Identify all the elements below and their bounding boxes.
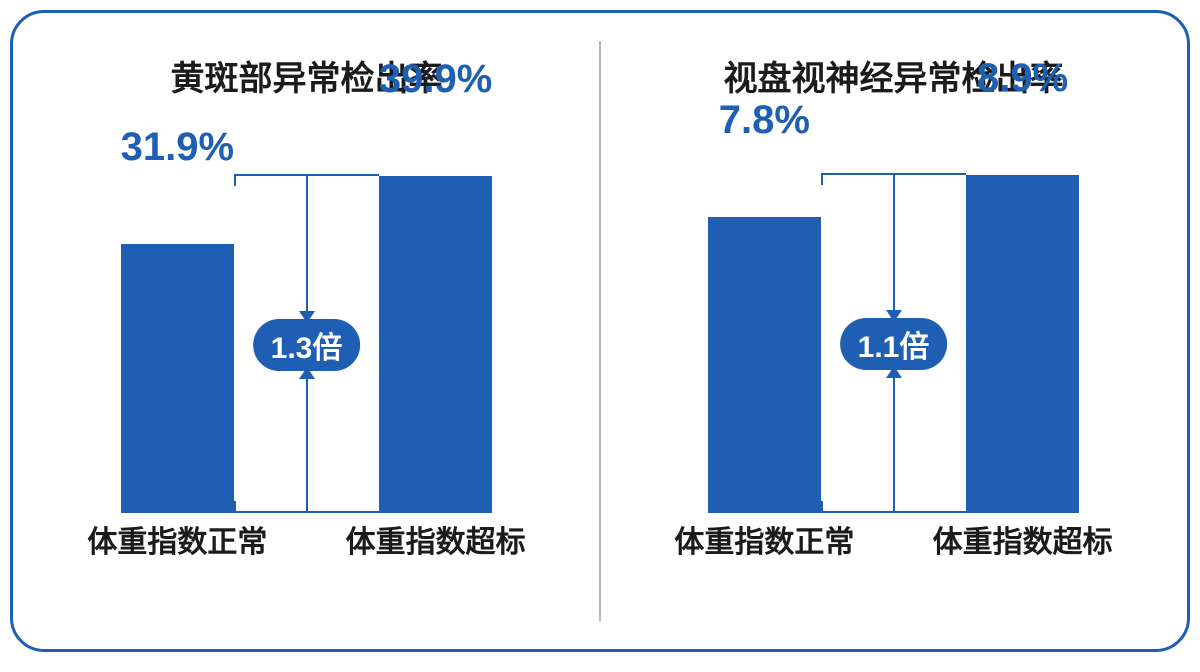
bar: 7.8% (708, 217, 822, 513)
chart-area: 31.9%体重指数正常 39.9%体重指数超标 1.3倍 (48, 133, 565, 573)
arrow-up-icon (306, 367, 308, 513)
span-cap (234, 501, 236, 513)
span-cap (234, 174, 236, 186)
right-panel: 视盘视神经异常检出率 7.8%体重指数正常8.9%体重指数超标1.1倍 (600, 13, 1187, 649)
left-panel: 黄斑部异常检出率 31.9%体重指数正常39.9%体重指数超标1.3倍 (13, 13, 600, 649)
arrow-down-icon (306, 176, 308, 322)
bar-value: 39.9% (379, 57, 492, 102)
bar-label: 体重指数超标 (933, 517, 1113, 561)
bar: 8.9% (966, 175, 1080, 513)
bar-label: 体重指数正常 (674, 517, 854, 561)
panel-title: 视盘视神经异常检出率 (600, 51, 1187, 100)
panel-divider (599, 41, 601, 621)
chart-frame: 黄斑部异常检出率 31.9%体重指数正常39.9%体重指数超标1.3倍 视盘视神… (10, 10, 1190, 652)
bar-label: 体重指数超标 (346, 517, 526, 561)
bar-label: 体重指数正常 (87, 517, 267, 561)
span-cap (821, 173, 823, 185)
span-cap (821, 501, 823, 513)
ratio-badge: 1.3倍 (253, 319, 361, 371)
bar: 39.9% (379, 176, 493, 513)
bar-value: 8.9% (977, 56, 1068, 101)
arrow-down-icon (893, 175, 895, 322)
bar-value: 31.9% (121, 125, 234, 170)
arrow-up-icon (893, 366, 895, 513)
panel-title: 黄斑部异常检出率 (13, 51, 600, 100)
chart-area: 7.8%体重指数正常 8.9%体重指数超标 1.1倍 (635, 133, 1152, 573)
bar-value: 7.8% (719, 98, 810, 143)
bar: 31.9% (121, 244, 235, 513)
ratio-badge: 1.1倍 (840, 318, 948, 370)
